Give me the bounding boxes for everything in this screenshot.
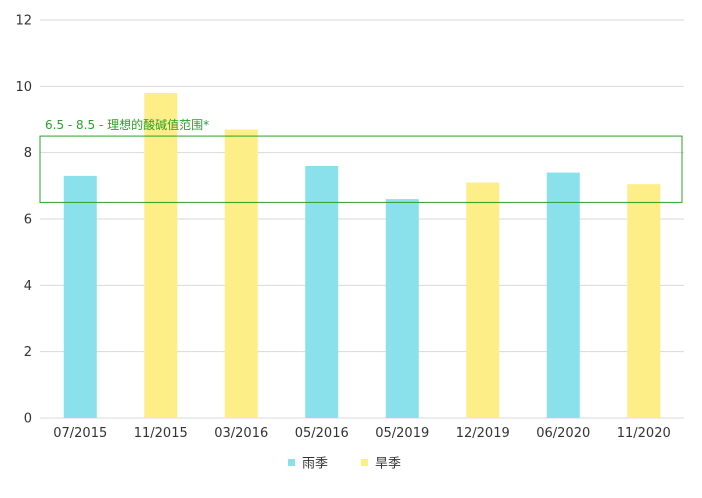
x-tick-label: 06/2020 — [536, 426, 590, 441]
legend-swatch — [361, 459, 368, 466]
bar[interactable] — [546, 172, 580, 418]
x-axis: 07/2015 11/2015 03/2016 05/2016 05/2019 12/20… — [53, 426, 671, 441]
band-box — [39, 135, 683, 203]
grid-lines — [40, 19, 684, 419]
y-tick-label: 4 — [24, 279, 32, 294]
legend-label: 旱季 — [375, 457, 401, 472]
x-tick-label: 11/2015 — [134, 426, 188, 441]
legend-item[interactable]: 旱季 — [361, 457, 401, 472]
y-tick-label: 12 — [15, 14, 32, 29]
bar[interactable] — [385, 199, 419, 418]
x-tick-label: 07/2015 — [53, 426, 107, 441]
bar[interactable] — [305, 165, 339, 418]
bar[interactable] — [144, 92, 178, 418]
bar[interactable] — [224, 129, 258, 418]
legend[interactable]: 雨季 旱季 — [288, 457, 401, 472]
y-tick-label: 0 — [24, 412, 32, 427]
bar[interactable] — [627, 184, 661, 418]
ideal-ph-band: 6.5 - 8.5 - 理想的酸碱值范围* — [39, 117, 683, 203]
x-tick-label: 03/2016 — [214, 426, 268, 441]
bar[interactable] — [466, 182, 500, 418]
y-tick-label: 2 — [24, 345, 32, 360]
bar[interactable] — [63, 175, 97, 418]
y-tick-label: 6 — [24, 213, 32, 228]
y-axis: 0 2 4 6 8 10 12 — [15, 14, 32, 427]
y-tick-label: 8 — [24, 146, 32, 161]
legend-label: 雨季 — [302, 457, 328, 472]
x-tick-label: 05/2016 — [295, 426, 349, 441]
x-tick-label: 12/2019 — [456, 426, 510, 441]
x-tick-label: 11/2020 — [617, 426, 671, 441]
band-label: 6.5 - 8.5 - 理想的酸碱值范围* — [45, 117, 209, 132]
x-tick-label: 05/2019 — [375, 426, 429, 441]
legend-item[interactable]: 雨季 — [288, 457, 328, 472]
bars — [63, 92, 661, 418]
y-tick-label: 10 — [15, 80, 32, 95]
legend-swatch — [288, 459, 295, 466]
